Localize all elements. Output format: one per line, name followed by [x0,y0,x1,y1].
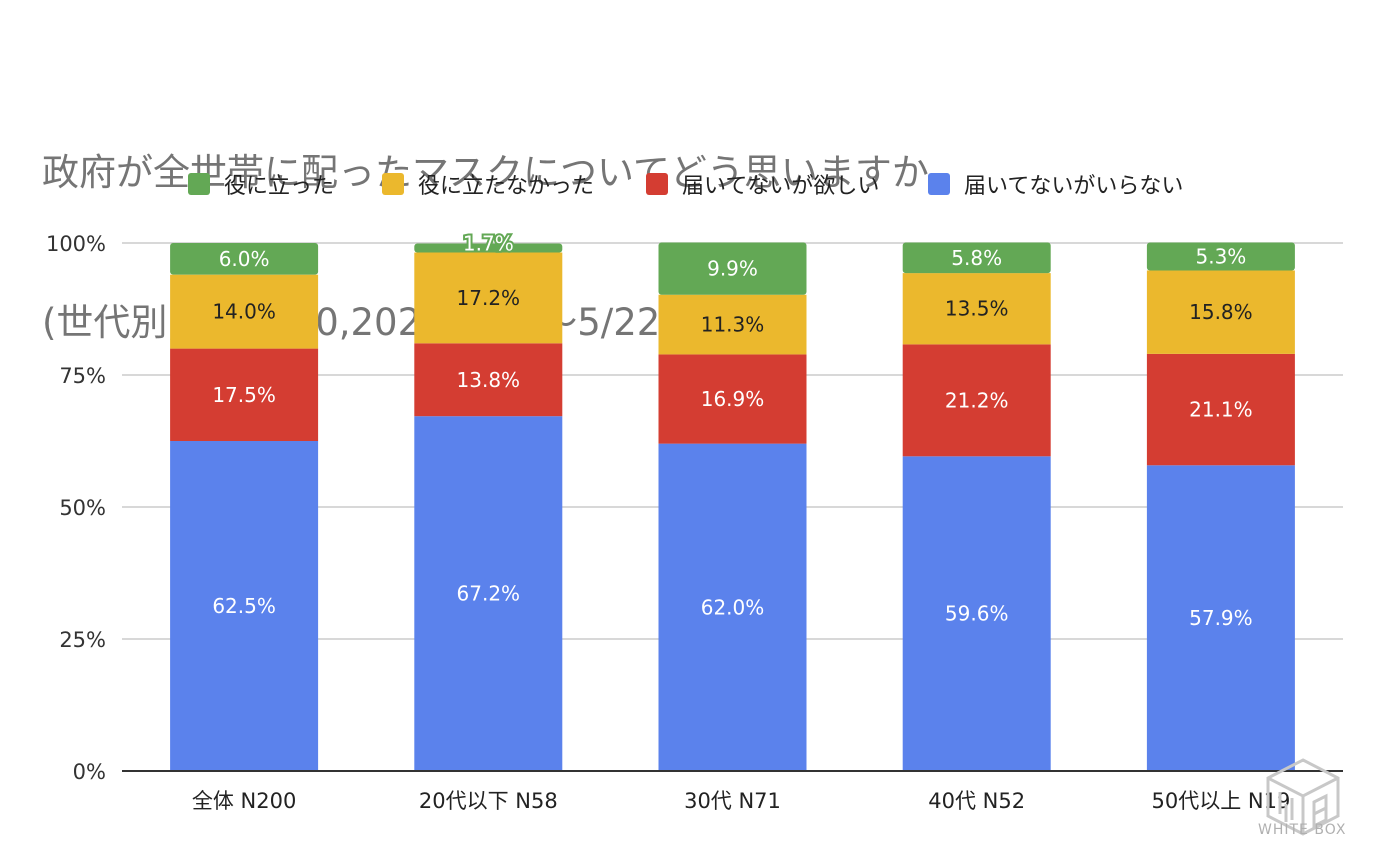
bar-segment [902,456,1051,771]
legend-item-3: 届いてないが欲しい [646,168,879,200]
data-label: 21.2% [945,388,1009,412]
data-label: 62.5% [212,594,276,618]
data-label: 21.1% [1189,398,1253,422]
data-label: 9.9% [707,257,758,281]
legend-label-3: 届いてないが欲しい [682,174,880,199]
bar-segment [170,348,319,441]
data-label: 62.0% [701,595,765,619]
bar-segment [1146,270,1295,354]
chart-title-line2: (世代別,SA,N200,2020/5/21〜5/22) [42,301,675,344]
x-tick-label: 30代 N71 [684,789,781,813]
y-tick-label: 75% [59,364,106,388]
legend-label-4: 届いてないがいらない [964,174,1184,199]
legend-swatch-4 [928,173,950,195]
x-tick-label: 40代 N52 [928,789,1025,813]
bar-segment [902,344,1051,457]
bar-segment [414,252,563,344]
watermark-text: WHITE BOX [1258,822,1347,838]
bar-segment [902,242,1051,274]
data-label: 11.3% [701,313,765,337]
legend-swatch-2 [382,173,404,195]
data-label: 13.8% [457,368,521,392]
legend-label-2: 役に立たなかった [418,174,595,199]
bar-segment [658,354,807,444]
data-label: 14.0% [212,300,276,324]
data-label: 5.8% [951,246,1002,270]
data-label: 5.3% [1195,244,1246,268]
y-tick-label: 25% [59,628,106,652]
bar-segment [902,273,1051,345]
data-label: 57.9% [1189,606,1253,630]
white-box-logo-icon [1266,758,1340,836]
data-label: 6.0% [219,247,270,271]
bar-segment [170,441,319,771]
chart-legend: 役に立った 役に立たなかった 届いてないが欲しい 届いてないがいらない [0,168,1385,204]
bar-segment [170,274,319,349]
x-tick-label: 20代以下 N58 [419,789,558,813]
y-tick-label: 100% [46,232,106,256]
data-label: 67.2% [457,582,521,606]
data-label: 16.9% [701,387,765,411]
bar-segment [658,294,807,355]
legend-swatch-3 [646,173,668,195]
y-tick-label: 0% [73,760,106,784]
legend-swatch-1 [188,173,210,195]
legend-label-1: 役に立った [224,174,335,199]
bar-segment [170,243,319,275]
legend-item-1: 役に立った [188,168,334,200]
data-label: 59.6% [945,602,1009,626]
bar-segment [1146,353,1295,466]
legend-item-2: 役に立たなかった [382,168,594,200]
bar-segment [414,416,563,771]
data-label: 15.8% [1189,300,1253,324]
legend-item-4: 届いてないがいらない [928,168,1183,200]
data-label: 13.5% [945,297,1009,321]
y-tick-label: 50% [59,496,106,520]
bar-segment [1146,242,1295,271]
bar-segment [658,242,807,295]
bar-segment [414,243,563,253]
bar-segment [414,343,563,417]
data-label: 17.5% [212,383,276,407]
data-label: 17.2% [457,286,521,310]
data-label: 1.7% [463,232,514,256]
x-tick-label: 全体 N200 [192,789,296,813]
bar-segment [1146,465,1295,771]
bar-segment [658,443,807,771]
